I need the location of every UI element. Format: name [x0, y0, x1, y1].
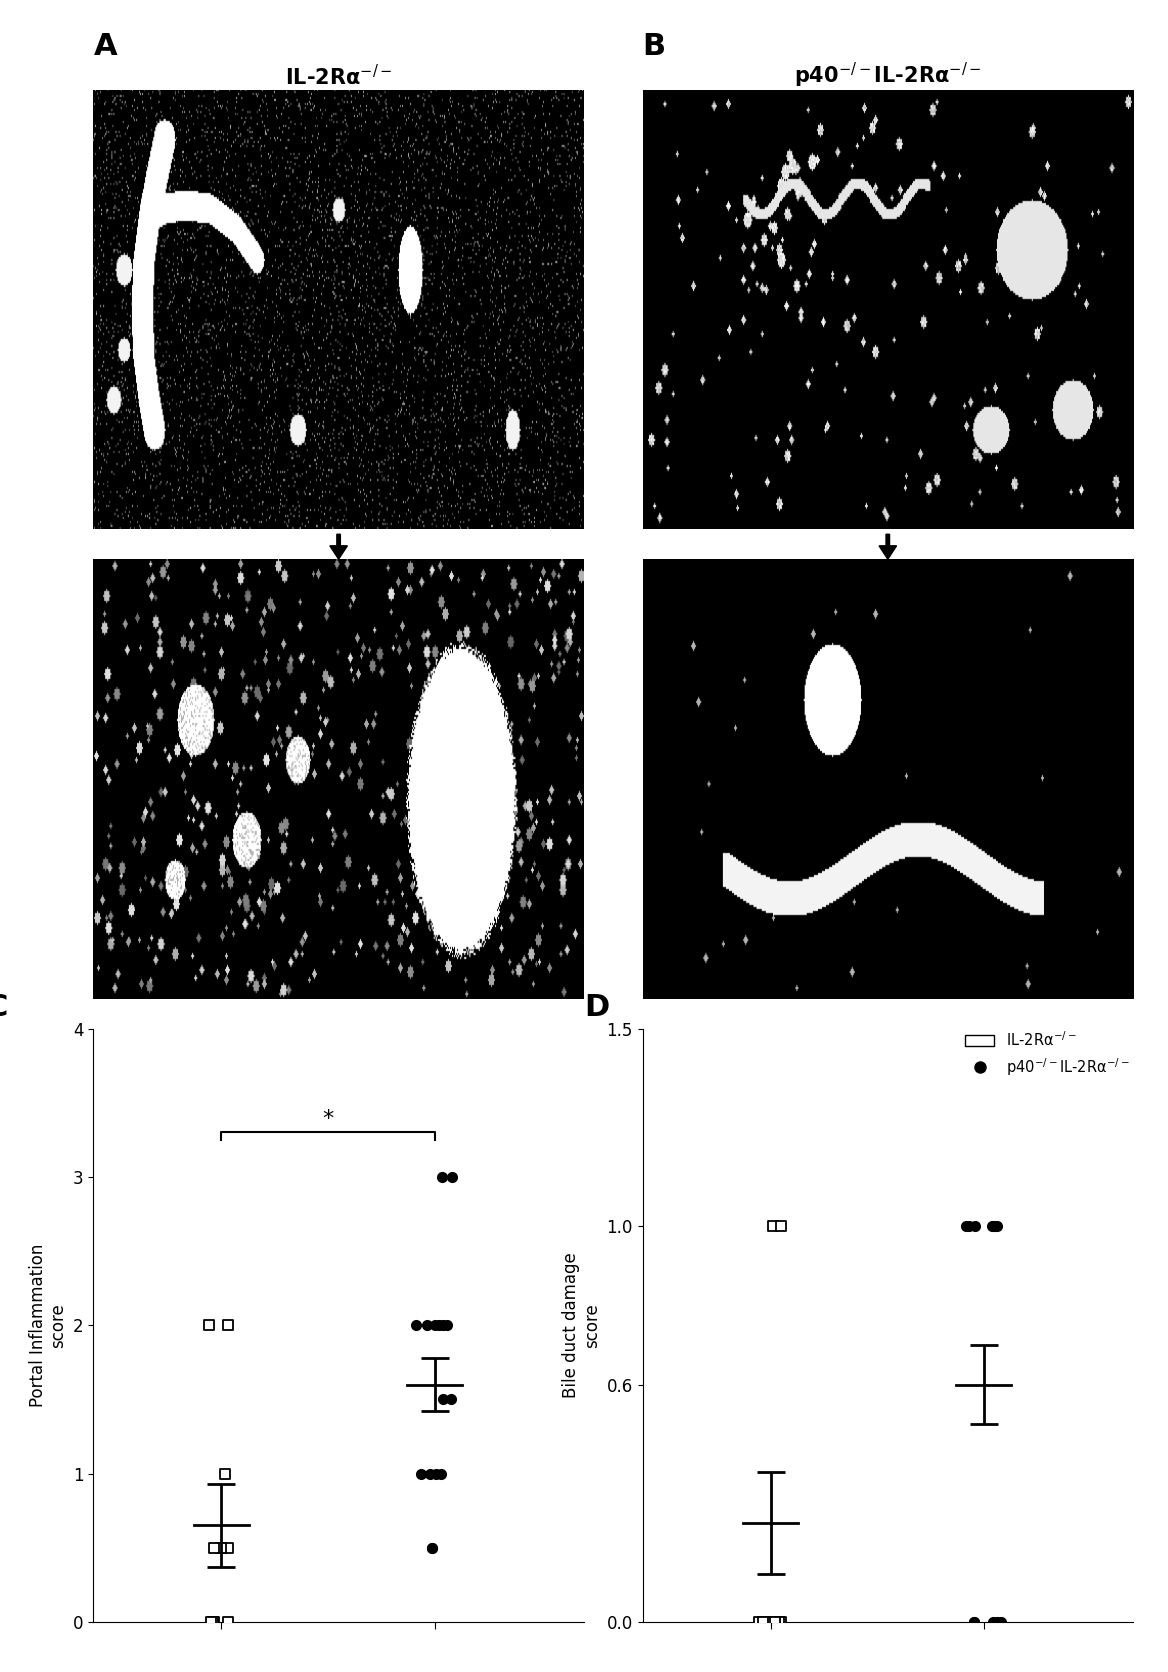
Point	[433, 1313, 452, 1339]
Point	[423, 1535, 442, 1562]
Point	[771, 1212, 790, 1239]
Point	[442, 1386, 460, 1413]
Point	[957, 1212, 975, 1239]
Point	[766, 1608, 785, 1635]
Point	[411, 1460, 430, 1486]
Point	[758, 1608, 777, 1635]
Point	[966, 1212, 985, 1239]
Point	[423, 1535, 442, 1562]
Point	[992, 1608, 1010, 1635]
Point	[204, 1608, 223, 1635]
Point	[218, 1535, 237, 1562]
Point	[200, 1313, 218, 1339]
Point	[985, 1212, 1003, 1239]
Point	[753, 1608, 772, 1635]
Point	[432, 1164, 451, 1190]
Point	[211, 1535, 230, 1562]
Point	[433, 1386, 452, 1413]
Point	[771, 1608, 790, 1635]
Point	[426, 1460, 445, 1486]
Point	[988, 1212, 1007, 1239]
Point	[437, 1313, 456, 1339]
Point	[201, 1608, 220, 1635]
Point	[218, 1608, 237, 1635]
Point	[430, 1313, 449, 1339]
Point	[982, 1212, 1001, 1239]
Legend: IL-2Rα$^{-/-}$, p40$^{-/-}$IL-2Rα$^{-/-}$: IL-2Rα$^{-/-}$, p40$^{-/-}$IL-2Rα$^{-/-}…	[959, 1023, 1135, 1083]
Y-axis label: Portal Inflammation
score: Portal Inflammation score	[29, 1244, 68, 1406]
Text: *: *	[322, 1110, 334, 1130]
Point	[215, 1460, 234, 1486]
Text: C: C	[0, 993, 8, 1022]
Point	[762, 1608, 780, 1635]
Title: p40$^{-/-}$IL-2Rα$^{-/-}$: p40$^{-/-}$IL-2Rα$^{-/-}$	[794, 60, 981, 90]
Point	[406, 1313, 425, 1339]
Point	[770, 1608, 788, 1635]
Point	[988, 1608, 1007, 1635]
Point	[420, 1460, 439, 1486]
Point	[432, 1460, 451, 1486]
Text: B: B	[642, 32, 666, 62]
Point	[218, 1313, 237, 1339]
Point	[965, 1608, 983, 1635]
Point	[443, 1164, 461, 1190]
Y-axis label: Bile duct damage
score: Bile duct damage score	[562, 1252, 602, 1398]
Point	[764, 1212, 783, 1239]
Point	[203, 1608, 222, 1635]
Point	[983, 1608, 1002, 1635]
Point	[750, 1608, 769, 1635]
Text: D: D	[584, 993, 609, 1022]
Point	[986, 1212, 1004, 1239]
Point	[204, 1535, 223, 1562]
Point	[965, 1608, 983, 1635]
Point	[960, 1212, 979, 1239]
Text: A: A	[93, 32, 117, 62]
Title: IL-2Rα$^{-/-}$: IL-2Rα$^{-/-}$	[285, 65, 392, 90]
Point	[417, 1313, 436, 1339]
Point	[425, 1313, 444, 1339]
Point	[765, 1608, 784, 1635]
